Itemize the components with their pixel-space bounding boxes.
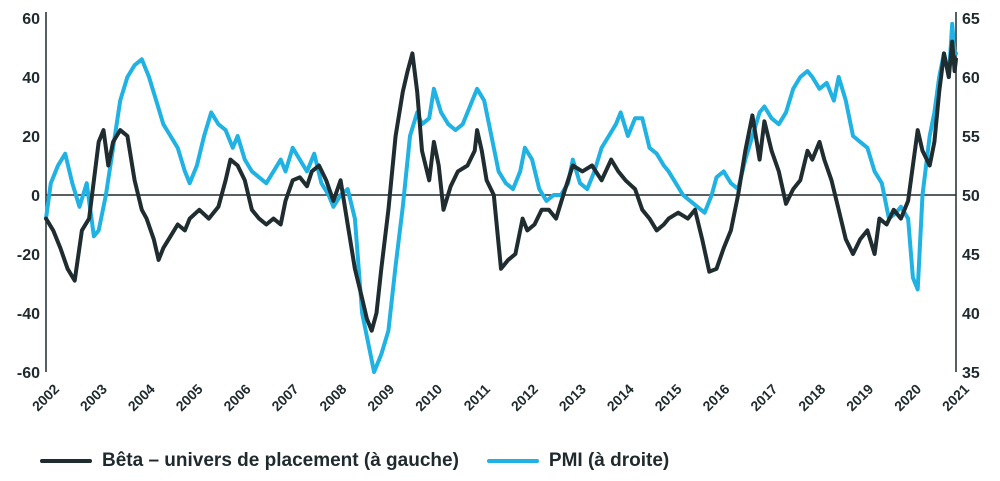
series-line-beta bbox=[44, 39, 958, 333]
x-tick-label: 2019 bbox=[843, 381, 876, 414]
right-tick-label: 50 bbox=[962, 188, 980, 205]
x-tick-label: 2015 bbox=[651, 381, 684, 414]
left-tick-label: -20 bbox=[17, 247, 40, 264]
x-tick-label: 2004 bbox=[125, 381, 158, 414]
left-tick-label: 40 bbox=[22, 70, 40, 87]
x-tick-label: 2014 bbox=[604, 381, 637, 414]
x-tick-label: 2012 bbox=[508, 381, 541, 414]
legend-item-pmi: PMI (à droite) bbox=[486, 450, 670, 472]
right-tick-label: 60 bbox=[962, 70, 980, 87]
right-tick-label: 65 bbox=[962, 11, 980, 28]
legend-swatch-pmi bbox=[486, 459, 539, 463]
x-tick-label: 2011 bbox=[460, 381, 493, 414]
legend: Bêta – univers de placement (à gauche) P… bbox=[40, 446, 669, 476]
x-tick-label: 2010 bbox=[412, 381, 445, 414]
legend-item-beta: Bêta – univers de placement (à gauche) bbox=[40, 450, 459, 472]
x-tick-label: 2008 bbox=[316, 381, 349, 414]
x-tick-label: 2009 bbox=[364, 381, 397, 414]
left-tick-label: -40 bbox=[17, 306, 40, 323]
legend-label-beta: Bêta – univers de placement (à gauche) bbox=[102, 450, 459, 471]
left-tick-label: 0 bbox=[31, 188, 40, 205]
series-lines bbox=[44, 21, 958, 374]
left-tick-label: 60 bbox=[22, 11, 40, 28]
x-tick-label: 2017 bbox=[747, 381, 780, 414]
dual-axis-line-chart: 60 40 20 0 -20 -40 -60 65 60 55 50 45 40 35 2002 2003… bbox=[17, 11, 980, 414]
x-tick-label: 2020 bbox=[891, 381, 924, 414]
chart-svg: 60 40 20 0 -20 -40 -60 65 60 55 50 45 40 35 2002 2003… bbox=[17, 11, 980, 414]
left-tick-label: 20 bbox=[22, 129, 40, 146]
x-tick-label: 2016 bbox=[699, 381, 732, 414]
right-tick-label: 35 bbox=[962, 365, 980, 382]
x-tick-label: 2003 bbox=[77, 381, 110, 414]
x-tick-label: 2007 bbox=[268, 381, 301, 414]
right-tick-label: 45 bbox=[962, 247, 980, 264]
right-y-axis: 65 60 55 50 45 40 35 bbox=[955, 11, 980, 382]
x-axis: 2002 2003 2004 2005 2006 2007 2008 2009 2010 2011… bbox=[29, 194, 972, 414]
legend-swatch-beta bbox=[40, 459, 92, 463]
x-tick-label: 2013 bbox=[556, 381, 589, 414]
x-tick-label: 2005 bbox=[172, 381, 205, 414]
left-y-axis: 60 40 20 0 -20 -40 -60 bbox=[17, 11, 47, 382]
x-tick-label: 2018 bbox=[795, 381, 828, 414]
left-tick-label: -60 bbox=[17, 365, 40, 382]
right-tick-label: 40 bbox=[962, 306, 980, 323]
right-tick-label: 55 bbox=[962, 129, 980, 146]
legend-label-pmi: PMI (à droite) bbox=[548, 450, 670, 471]
x-tick-label: 2006 bbox=[220, 381, 253, 414]
series-line-pmi bbox=[44, 21, 958, 374]
x-tick-label: 2002 bbox=[29, 381, 62, 414]
x-tick-label: 2021 bbox=[939, 381, 972, 414]
